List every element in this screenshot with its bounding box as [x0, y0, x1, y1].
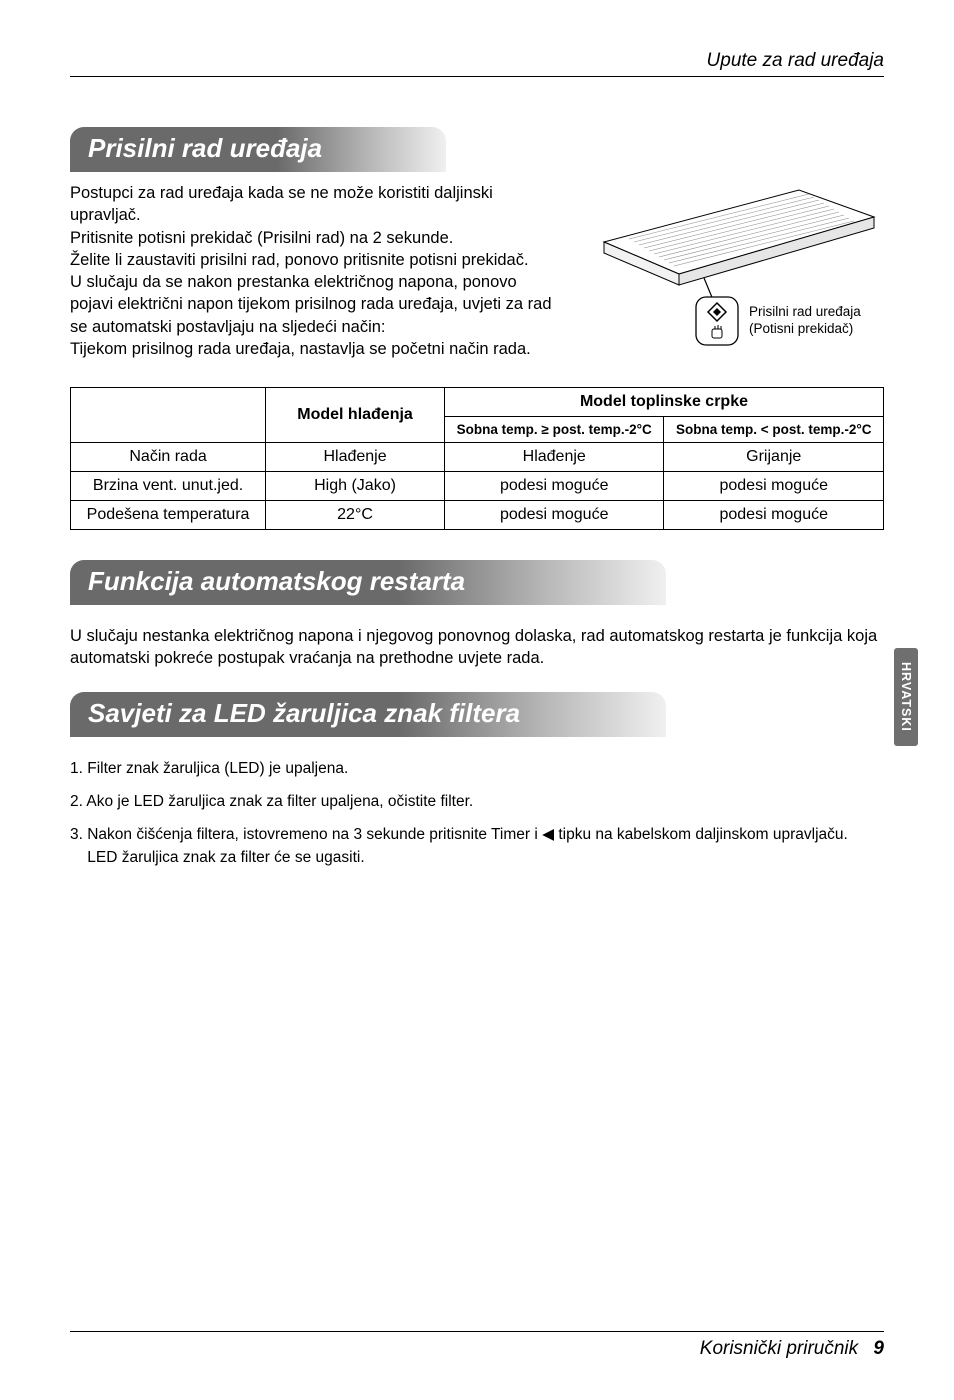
- row1-c3: podesi moguće: [664, 472, 884, 501]
- th-sobna-ge: Sobna temp. ≥ post. temp.-2°C: [444, 417, 664, 443]
- row1-label: Brzina vent. unut.jed.: [71, 472, 266, 501]
- section1-title: Prisilni rad uređaja: [70, 127, 446, 172]
- section3-item3a: 3. Nakon čišćenja filtera, istovremeno n…: [70, 826, 542, 843]
- spec-table: Model hlađenja Model toplinske crpke Sob…: [70, 387, 884, 530]
- section3-title: Savjeti za LED žaruljica znak filtera: [70, 692, 666, 737]
- row2-c2: podesi moguće: [444, 501, 664, 530]
- row0-c1: Hlađenje: [266, 443, 445, 472]
- row0-c2: Hlađenje: [444, 443, 664, 472]
- section2-title: Funkcija automatskog restarta: [70, 560, 666, 605]
- th-model-toplinske: Model toplinske crpke: [444, 388, 883, 417]
- section2-body: U slučaju nestanka električnog napona i …: [70, 625, 884, 670]
- footer-text: Korisnički priručnik: [700, 1338, 858, 1359]
- table-row: Podešena temperatura 22°C podesi moguće …: [71, 501, 884, 530]
- left-arrow-icon: ◀: [542, 826, 554, 843]
- section3-item3c: LED žaruljica znak za filter će se ugasi…: [87, 849, 364, 866]
- row1-c2: podesi moguće: [444, 472, 664, 501]
- th-sobna-lt: Sobna temp. < post. temp.-2°C: [664, 417, 884, 443]
- device-caption-line2: (Potisni prekidač): [749, 321, 853, 336]
- section3-item1: 1. Filter znak žaruljica (LED) je upalje…: [70, 757, 884, 780]
- table-row: Brzina vent. unut.jed. High (Jako) podes…: [71, 472, 884, 501]
- device-caption: Prisilni rad uređaja (Potisni prekidač): [749, 304, 861, 338]
- language-side-tab: HRVATSKI: [894, 648, 918, 746]
- row2-label: Podešena temperatura: [71, 501, 266, 530]
- section1-body: Postupci za rad uređaja kada se ne može …: [70, 182, 554, 367]
- section3-item2: 2. Ako je LED žaruljica znak za filter u…: [70, 790, 884, 813]
- th-blank: [71, 388, 266, 443]
- th-model-hladenja: Model hlađenja: [266, 388, 445, 443]
- footer-page-number: 9: [873, 1338, 884, 1359]
- row0-label: Način rada: [71, 443, 266, 472]
- section3-item3b: tipku na kabelskom daljinskom upravljaču…: [554, 826, 848, 843]
- section3-item3: 3. Nakon čišćenja filtera, istovremeno n…: [70, 823, 884, 870]
- row0-c3: Grijanje: [664, 443, 884, 472]
- running-header: Upute za rad uređaja: [70, 50, 884, 72]
- row2-c3: podesi moguće: [664, 501, 884, 530]
- row2-c1: 22°C: [266, 501, 445, 530]
- device-illustration: Prisilni rad uređaja (Potisni prekidač): [574, 182, 884, 367]
- page-footer: Korisnički priručnik 9: [70, 1331, 884, 1360]
- row1-c1: High (Jako): [266, 472, 445, 501]
- table-row: Način rada Hlađenje Hlađenje Grijanje: [71, 443, 884, 472]
- device-caption-line1: Prisilni rad uređaja: [749, 304, 861, 319]
